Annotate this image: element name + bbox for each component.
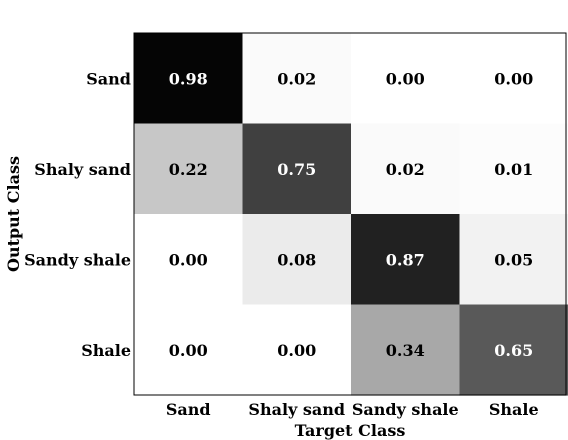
cell-value-label-r3-c0: 0.00 <box>169 341 208 360</box>
x-tick-label-2: Sandy shale <box>352 400 459 419</box>
x-tick-label-3: Shale <box>489 400 539 419</box>
cell-value-label-r2-c2: 0.87 <box>386 250 425 269</box>
heatmap-cell-r1-c2 <box>351 123 461 215</box>
cell-value-label-r3-c1: 0.00 <box>277 341 316 360</box>
x-tick-label-1: Shaly sand <box>248 400 345 419</box>
cell-value-label-r3-c2: 0.34 <box>386 341 425 360</box>
x-tick-labels: Sand Shaly sand Sandy shale Shale <box>166 400 539 419</box>
heatmap-cell-r2-c2 <box>351 214 461 306</box>
heatmap-cell-r3-c1 <box>242 304 352 396</box>
heatmap-cell-r3-c0 <box>134 304 244 396</box>
heatmap-cell-r3-c2 <box>351 304 461 396</box>
cell-value-label-r1-c0: 0.22 <box>169 160 208 179</box>
heatmap-cells: 0.98 0.02 0.00 0.00 0.22 0.75 0.02 0.01 0.00 0.08… <box>134 33 568 396</box>
y-tick-label-3: Shale <box>81 341 131 360</box>
heatmap-cell-r0-c1 <box>242 33 352 125</box>
heatmap-cell-r0-c3 <box>459 33 568 125</box>
cell-value-label-r2-c1: 0.08 <box>277 250 316 269</box>
heatmap-cell-r1-c0 <box>134 123 244 215</box>
y-axis-label: Output Class <box>4 156 23 272</box>
heatmap-cell-r1-c1 <box>242 123 352 215</box>
cell-value-label-r1-c1: 0.75 <box>277 160 316 179</box>
cell-value-label-r1-c2: 0.02 <box>386 160 425 179</box>
y-tick-label-2: Sandy shale <box>24 250 131 269</box>
cell-value-label-r3-c3: 0.65 <box>494 341 533 360</box>
cell-value-label-r0-c3: 0.00 <box>494 69 533 88</box>
cell-value-label-r0-c2: 0.00 <box>386 69 425 88</box>
heatmap-cell-r1-c3 <box>459 123 568 215</box>
x-axis-label: Target Class <box>295 421 406 440</box>
cell-value-label-r2-c0: 0.00 <box>169 250 208 269</box>
y-tick-label-0: Sand <box>86 69 131 88</box>
heatmap-cell-r0-c0 <box>134 33 244 125</box>
heatmap-cell-r3-c3 <box>459 304 568 396</box>
heatmap-cell-r2-c3 <box>459 214 568 306</box>
plot-frame <box>133 32 567 396</box>
heatmap-cell-r2-c1 <box>242 214 352 306</box>
x-tick-label-0: Sand <box>166 400 211 419</box>
cell-value-label-r2-c3: 0.05 <box>494 250 533 269</box>
heatmap-cell-r2-c0 <box>134 214 244 306</box>
heatmap-cell-r0-c2 <box>351 33 461 125</box>
cell-value-label-r0-c0: 0.98 <box>169 69 208 88</box>
cell-value-label-r1-c3: 0.01 <box>494 160 533 179</box>
y-tick-labels: Sand Shaly sand Sandy shale Shale <box>24 69 131 360</box>
y-tick-label-1: Shaly sand <box>34 160 131 179</box>
cell-value-label-r0-c1: 0.02 <box>277 69 316 88</box>
